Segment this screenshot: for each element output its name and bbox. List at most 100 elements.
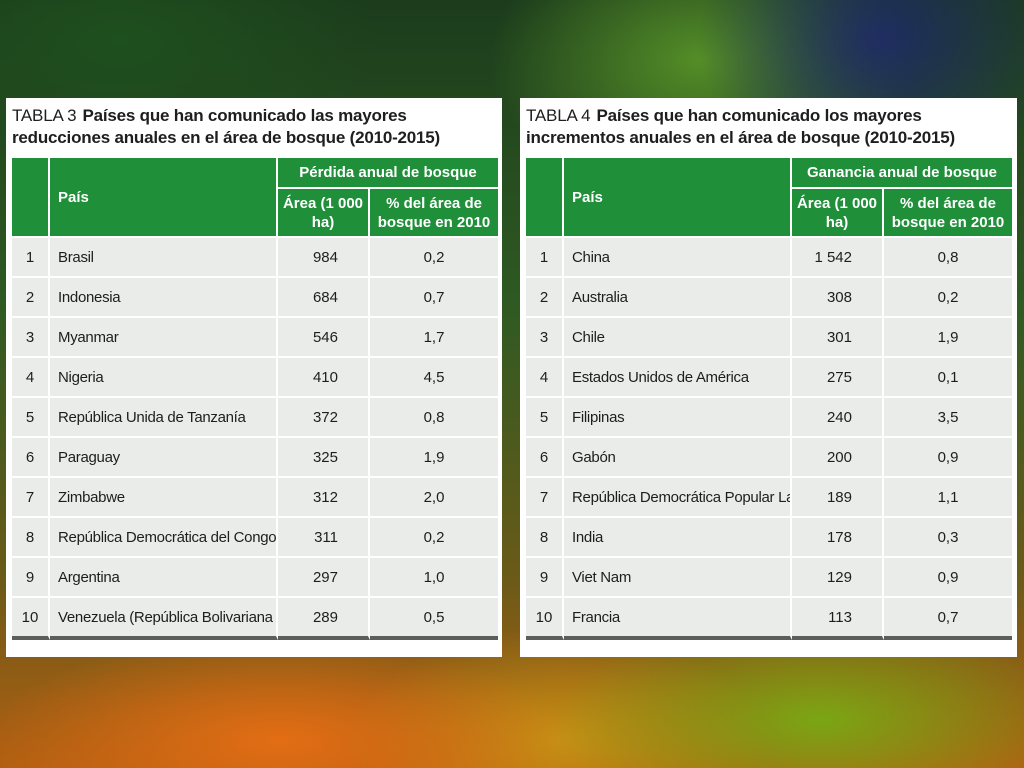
rank-cell: 8 xyxy=(12,518,50,558)
rank-cell: 9 xyxy=(526,558,564,598)
country-cell: Myanmar xyxy=(50,318,278,358)
country-cell: República Democrática del Congo xyxy=(50,518,278,558)
group-header: Pérdida anual de bosque xyxy=(278,158,499,189)
rank-cell: 5 xyxy=(12,398,50,438)
pct-cell: 2,0 xyxy=(370,478,499,518)
pct-header: % del área de bosque en 2010 xyxy=(884,189,1012,238)
country-cell: Zimbabwe xyxy=(50,478,278,518)
table-3-title: TABLA 3 Países que han comunicado las may… xyxy=(12,105,492,149)
country-cell: República Unida de Tanzanía xyxy=(50,398,278,438)
table-4-body: 1 China 1 542 0,8 2 Australia 308 0,2 3 Chile 301 1… xyxy=(526,238,1012,640)
rank-cell: 8 xyxy=(526,518,564,558)
pct-cell: 0,2 xyxy=(884,278,1012,318)
table-row: 3 Myanmar 546 1,7 xyxy=(12,318,499,358)
rank-header xyxy=(526,158,564,238)
area-cell: 684 xyxy=(278,278,370,318)
area-header: Área (1 000 ha) xyxy=(278,189,370,238)
area-cell: 312 xyxy=(278,478,370,518)
table-3-number: TABLA 3 xyxy=(12,106,77,125)
table-row: 10 Francia 113 0,7 xyxy=(526,598,1012,640)
rank-cell: 2 xyxy=(12,278,50,318)
rank-cell: 1 xyxy=(526,238,564,278)
rank-cell: 4 xyxy=(12,358,50,398)
table-row: 6 Paraguay 325 1,9 xyxy=(12,438,499,478)
pct-cell: 1,9 xyxy=(884,318,1012,358)
rank-cell: 6 xyxy=(12,438,50,478)
table-row: 10 Venezuela (República Bolivariana de) 28… xyxy=(12,598,499,640)
table-row: 8 India 178 0,3 xyxy=(526,518,1012,558)
pct-cell: 1,1 xyxy=(884,478,1012,518)
table-4-title-text: Países que han comunicado los mayores in… xyxy=(526,106,955,147)
group-header: Ganancia anual de bosque xyxy=(792,158,1012,189)
rank-cell: 2 xyxy=(526,278,564,318)
country-cell: Argentina xyxy=(50,558,278,598)
table-4-panel: TABLA 4 Países que han comunicado los may… xyxy=(520,98,1017,657)
country-cell: Viet Nam xyxy=(564,558,792,598)
pct-cell: 0,7 xyxy=(884,598,1012,640)
area-cell: 297 xyxy=(278,558,370,598)
pct-cell: 4,5 xyxy=(370,358,499,398)
area-cell: 311 xyxy=(278,518,370,558)
pct-cell: 0,2 xyxy=(370,518,499,558)
table-row: 4 Nigeria 410 4,5 xyxy=(12,358,499,398)
pct-cell: 3,5 xyxy=(884,398,1012,438)
pct-cell: 1,9 xyxy=(370,438,499,478)
country-cell: Estados Unidos de América xyxy=(564,358,792,398)
table-row: 1 China 1 542 0,8 xyxy=(526,238,1012,278)
rank-cell: 10 xyxy=(526,598,564,640)
pct-cell: 1,0 xyxy=(370,558,499,598)
pct-cell: 0,8 xyxy=(884,238,1012,278)
pct-header: % del área de bosque en 2010 xyxy=(370,189,499,238)
table-4-title: TABLA 4 Países que han comunicado los may… xyxy=(526,105,1006,149)
area-cell: 410 xyxy=(278,358,370,398)
rank-cell: 3 xyxy=(526,318,564,358)
table-row: 5 Filipinas 240 3,5 xyxy=(526,398,1012,438)
table-row: 5 República Unida de Tanzanía 372 0,8 xyxy=(12,398,499,438)
rank-cell: 3 xyxy=(12,318,50,358)
area-cell: 113 xyxy=(792,598,884,640)
country-cell: Australia xyxy=(564,278,792,318)
country-cell: India xyxy=(564,518,792,558)
pct-cell: 0,5 xyxy=(370,598,499,640)
table-row: 3 Chile 301 1,9 xyxy=(526,318,1012,358)
rank-cell: 6 xyxy=(526,438,564,478)
table-row: 2 Australia 308 0,2 xyxy=(526,278,1012,318)
rank-cell: 7 xyxy=(12,478,50,518)
country-header: País xyxy=(50,158,278,238)
table-4-number: TABLA 4 xyxy=(526,106,591,125)
country-cell: Gabón xyxy=(564,438,792,478)
area-cell: 308 xyxy=(792,278,884,318)
area-cell: 275 xyxy=(792,358,884,398)
country-cell: Indonesia xyxy=(50,278,278,318)
country-header: País xyxy=(564,158,792,238)
area-cell: 240 xyxy=(792,398,884,438)
table-row: 8 República Democrática del Congo 311 0,2 xyxy=(12,518,499,558)
country-cell: China xyxy=(564,238,792,278)
pct-cell: 0,3 xyxy=(884,518,1012,558)
rank-cell: 9 xyxy=(12,558,50,598)
table-4: País Ganancia anual de bosque Área (1 00… xyxy=(526,158,1012,640)
pct-cell: 0,7 xyxy=(370,278,499,318)
rank-cell: 4 xyxy=(526,358,564,398)
country-cell: Filipinas xyxy=(564,398,792,438)
table-3: País Pérdida anual de bosque Área (1 000… xyxy=(12,158,499,640)
pct-cell: 0,9 xyxy=(884,558,1012,598)
area-cell: 200 xyxy=(792,438,884,478)
area-cell: 372 xyxy=(278,398,370,438)
area-cell: 301 xyxy=(792,318,884,358)
area-cell: 1 542 xyxy=(792,238,884,278)
rank-cell: 1 xyxy=(12,238,50,278)
rank-cell: 5 xyxy=(526,398,564,438)
area-header: Área (1 000 ha) xyxy=(792,189,884,238)
pct-cell: 0,1 xyxy=(884,358,1012,398)
table-3-body: 1 Brasil 984 0,2 2 Indonesia 684 0,7 3 Myanmar 546… xyxy=(12,238,499,640)
rank-cell: 7 xyxy=(526,478,564,518)
country-cell: Paraguay xyxy=(50,438,278,478)
area-cell: 289 xyxy=(278,598,370,640)
country-cell: Venezuela (República Bolivariana de) xyxy=(50,598,278,640)
area-cell: 178 xyxy=(792,518,884,558)
country-cell: República Democrática Popular Lao xyxy=(564,478,792,518)
table-row: 7 República Democrática Popular Lao 189 1,1 xyxy=(526,478,1012,518)
area-cell: 325 xyxy=(278,438,370,478)
pct-cell: 0,8 xyxy=(370,398,499,438)
